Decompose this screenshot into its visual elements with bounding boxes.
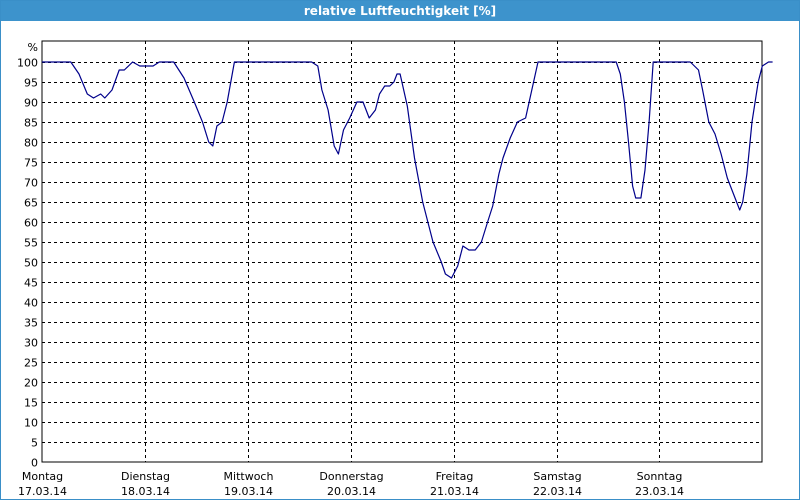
x-tick-date: 17.03.14 bbox=[18, 485, 67, 498]
y-tick-label: 75 bbox=[24, 157, 38, 170]
y-tick-label: 0 bbox=[31, 457, 38, 470]
y-tick-label: 95 bbox=[24, 77, 38, 90]
y-axis-label: % bbox=[28, 41, 38, 54]
x-tick-day: Freitag bbox=[436, 470, 474, 483]
y-tick-label: 65 bbox=[24, 197, 38, 210]
chart-title: relative Luftfeuchtigkeit [%] bbox=[1, 1, 799, 21]
humidity-series-line bbox=[42, 61, 773, 279]
y-tick-label: 40 bbox=[24, 297, 38, 310]
x-tick-date: 18.03.14 bbox=[121, 485, 170, 498]
y-tick-label: 5 bbox=[31, 437, 38, 450]
y-tick-label: 55 bbox=[24, 237, 38, 250]
x-tick-date: 19.03.14 bbox=[224, 485, 273, 498]
y-tick-label: 70 bbox=[24, 177, 38, 190]
x-tick-day: Sonntag bbox=[637, 470, 683, 483]
x-tick-date: 22.03.14 bbox=[533, 485, 582, 498]
x-tick-day: Montag bbox=[22, 470, 63, 483]
y-tick-label: 100 bbox=[17, 57, 38, 70]
x-tick-day: Samstag bbox=[533, 470, 581, 483]
plot-area bbox=[41, 40, 763, 463]
y-tick-label: 10 bbox=[24, 417, 38, 430]
x-tick-day: Dienstag bbox=[121, 470, 170, 483]
y-tick-label: 30 bbox=[24, 337, 38, 350]
y-tick-label: 80 bbox=[24, 137, 38, 150]
x-tick-day: Mittwoch bbox=[224, 470, 274, 483]
y-tick-label: 60 bbox=[24, 217, 38, 230]
y-tick-label: 85 bbox=[24, 117, 38, 130]
x-tick-date: 23.03.14 bbox=[635, 485, 684, 498]
x-tick-date: 21.03.14 bbox=[430, 485, 479, 498]
y-tick-label: 45 bbox=[24, 277, 38, 290]
y-tick-label: 25 bbox=[24, 357, 38, 370]
y-tick-label: 35 bbox=[24, 317, 38, 330]
y-tick-label: 50 bbox=[24, 257, 38, 270]
y-tick-label: 15 bbox=[24, 397, 38, 410]
y-tick-label: 90 bbox=[24, 97, 38, 110]
x-tick-day: Donnerstag bbox=[319, 470, 383, 483]
x-tick-date: 20.03.14 bbox=[327, 485, 376, 498]
y-tick-label: 20 bbox=[24, 377, 38, 390]
